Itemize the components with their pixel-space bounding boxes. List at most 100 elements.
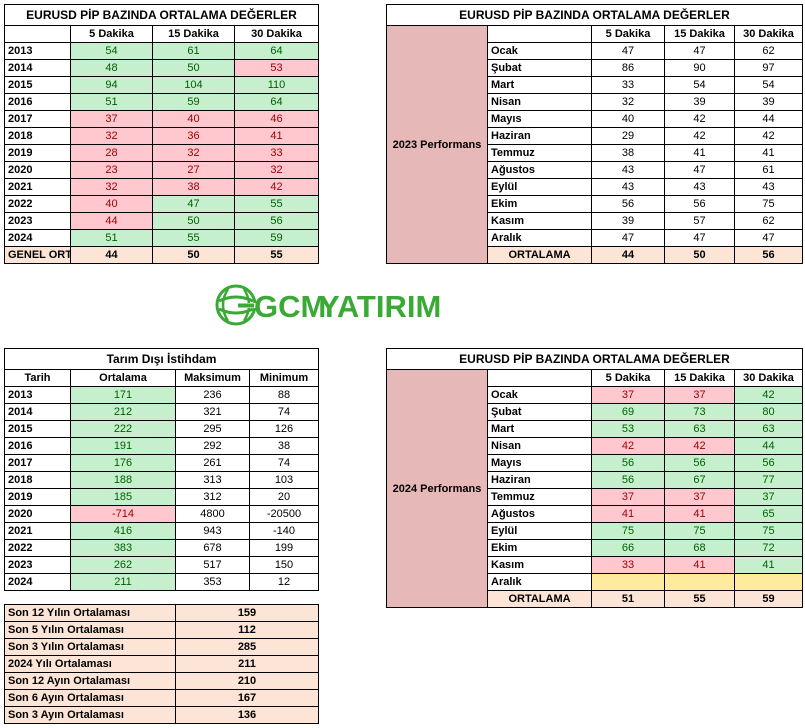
maximum-cell: 312	[175, 488, 250, 506]
year-cell: 2019	[4, 144, 71, 162]
month-cell: Mayıs	[487, 110, 592, 128]
minimum-cell: 38	[249, 437, 319, 455]
value-cell: 44	[733, 110, 804, 128]
month-cell: Nisan	[487, 93, 592, 111]
maximum-cell: 313	[175, 471, 250, 489]
table-title: Tarım Dışı İstihdam	[4, 348, 319, 370]
value-cell: 37	[591, 386, 665, 404]
table-row: Ekim 66 68 72	[387, 539, 804, 557]
value-cell: 40	[70, 195, 153, 213]
summary-value: 112	[175, 621, 319, 639]
value-cell: 43	[664, 178, 735, 196]
maximum-cell: 678	[175, 539, 250, 557]
value-cell: 29	[591, 127, 665, 145]
average-cell: 416	[70, 522, 176, 540]
value-cell: 66	[591, 539, 665, 557]
table-row: 2020 23 27 32	[4, 161, 319, 179]
year-cell: 2013	[4, 386, 71, 404]
table-row: 2021 32 38 42	[4, 178, 319, 196]
summary-value: 285	[175, 638, 319, 656]
table-row: 2016 51 59 64	[4, 93, 319, 111]
month-cell: Nisan	[487, 437, 592, 455]
table-header-row: 2023 Performans 5 Dakika 15 Dakika 30 Dakik…	[386, 25, 804, 264]
month-cell: Kasım	[487, 212, 592, 230]
value-cell: 68	[664, 539, 735, 557]
column-header: 15 Dakika	[664, 25, 735, 43]
footer-value: 50	[152, 246, 235, 264]
value-cell: 47	[664, 229, 735, 247]
summary-row: 2024 Yılı Ortalaması 211	[4, 655, 319, 673]
table-row: Mart 33 54 54	[387, 76, 804, 94]
table-row: 2013 171 236 88	[4, 386, 319, 404]
value-cell: 44	[733, 437, 804, 455]
average-cell: 222	[70, 420, 176, 438]
value-cell: 38	[152, 178, 235, 196]
month-cell: Eylül	[487, 178, 592, 196]
maximum-cell: 295	[175, 420, 250, 438]
year-cell: 2021	[4, 522, 71, 540]
month-cell: Haziran	[487, 471, 592, 489]
value-cell: 37	[664, 488, 735, 506]
table-row: 2016 191 292 38	[4, 437, 319, 455]
table-row: Temmuz 38 41 41	[387, 144, 804, 162]
value-cell: 75	[591, 522, 665, 540]
table-row: Mayıs 40 42 44	[387, 110, 804, 128]
value-cell: 42	[664, 110, 735, 128]
value-cell: 72	[733, 539, 804, 557]
footer-value: 51	[591, 590, 665, 608]
table-header-row: Tarih Ortalama Maksimum Minimum	[4, 369, 319, 387]
value-cell: 42	[591, 437, 665, 455]
value-cell: 75	[733, 522, 804, 540]
summary-label: Son 5 Yılın Ortalaması	[4, 621, 176, 639]
minimum-cell: 74	[249, 403, 319, 421]
month-cell: Ekim	[487, 195, 592, 213]
month-cell: Aralık	[487, 573, 592, 591]
table-row: Temmuz 37 37 37	[387, 488, 804, 506]
footer-value: 59	[733, 590, 804, 608]
value-cell: 46	[234, 110, 319, 128]
year-cell: 2020	[4, 505, 71, 523]
maximum-cell: 943	[175, 522, 250, 540]
value-cell: 42	[234, 178, 319, 196]
table-row: 2021 416 943 -140	[4, 522, 319, 540]
summary-label: Son 3 Ayın Ortalaması	[4, 706, 176, 724]
value-cell: 41	[733, 144, 804, 162]
summary-row: Son 12 Ayın Ortalaması 210	[4, 672, 319, 690]
average-cell: 383	[70, 539, 176, 557]
month-cell: Şubat	[487, 403, 592, 421]
value-cell: 55	[152, 229, 235, 247]
monthly-2024-pip-table: EURUSD PİP BAZINDA ORTALAMA DEĞERLER 2024…	[385, 348, 804, 608]
value-cell: 80	[733, 403, 804, 421]
month-cell: Haziran	[487, 127, 592, 145]
year-cell: 2014	[4, 59, 71, 77]
average-cell: 212	[70, 403, 176, 421]
year-cell: 2015	[4, 420, 71, 438]
table-title-row: Tarım Dışı İstihdam	[4, 348, 319, 370]
value-cell: 62	[733, 42, 804, 60]
value-cell: 32	[152, 144, 235, 162]
table-row: Ocak 37 37 42	[387, 386, 804, 404]
maximum-cell: 4800	[175, 505, 250, 523]
value-cell: 90	[664, 59, 735, 77]
value-cell: 37	[591, 488, 665, 506]
value-cell	[591, 573, 665, 591]
table-row: Eylül 75 75 75	[387, 522, 804, 540]
value-cell: 37	[70, 110, 153, 128]
table-row: 2017 37 40 46	[4, 110, 319, 128]
month-cell: Aralık	[487, 229, 592, 247]
value-cell: 75	[664, 522, 735, 540]
column-header: 5 Dakika	[591, 369, 665, 387]
month-cell: Ekim	[487, 539, 592, 557]
header-blank	[487, 369, 592, 387]
table-header-row: 2024 Performans 5 Dakika 15 Dakika 30 Dakik…	[386, 369, 804, 608]
value-cell: 51	[70, 93, 153, 111]
table-row: Eylül 43 43 43	[387, 178, 804, 196]
column-header: Maksimum	[175, 369, 250, 387]
year-cell: 2015	[4, 76, 71, 94]
year-cell: 2018	[4, 471, 71, 489]
footer-label: GENEL ORT	[4, 246, 71, 264]
summary-value: 167	[175, 689, 319, 707]
value-cell: 39	[733, 93, 804, 111]
maximum-cell: 353	[175, 573, 250, 591]
column-header	[4, 25, 71, 43]
